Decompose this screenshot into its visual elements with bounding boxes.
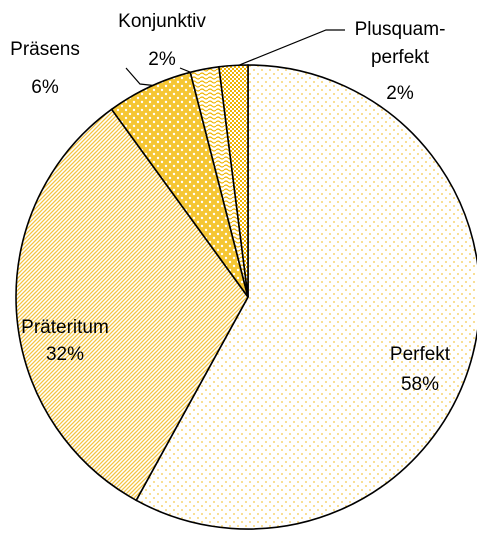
value-label: 6% bbox=[31, 77, 59, 98]
category-label: Perfekt bbox=[390, 344, 451, 365]
pie-slice bbox=[15, 108, 249, 502]
leader-line bbox=[125, 67, 159, 87]
category-label: Plusquam-perfekt bbox=[355, 19, 446, 68]
category-label: Präsens bbox=[10, 39, 80, 60]
value-label: 32% bbox=[46, 344, 84, 365]
value-label: 58% bbox=[401, 374, 439, 395]
leader-line bbox=[231, 29, 345, 69]
category-label: Konjunktiv bbox=[118, 11, 206, 32]
value-label: 2% bbox=[148, 49, 176, 70]
pie-slice bbox=[135, 64, 477, 530]
category-label: Präteritum bbox=[21, 317, 109, 338]
value-label: 2% bbox=[386, 83, 414, 104]
pie-slice bbox=[218, 64, 249, 298]
